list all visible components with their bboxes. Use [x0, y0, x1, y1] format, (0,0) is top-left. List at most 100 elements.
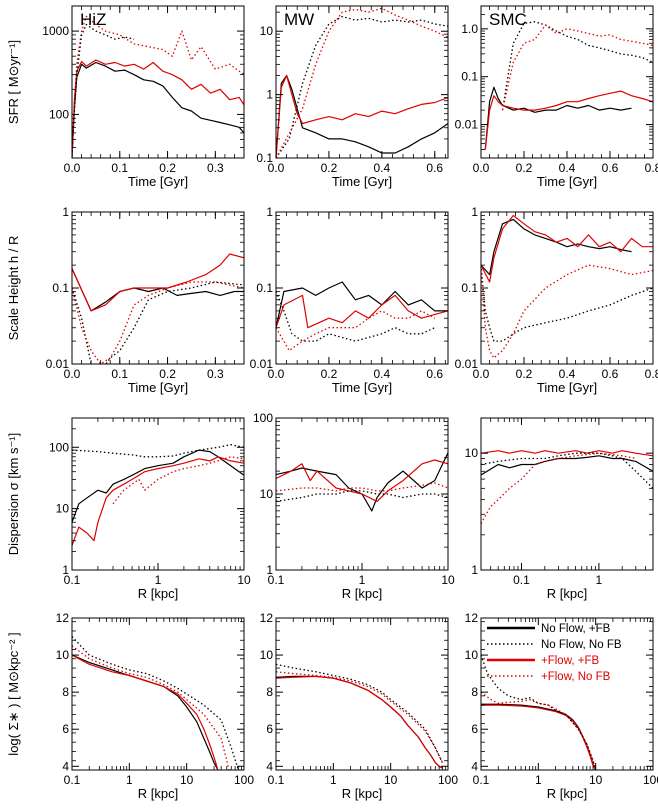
panel-height-smc: 0.0 0.2 0.4 0.6 0.8 0.01 0.1 1 Time [Gyr]	[455, 205, 658, 395]
y-tick-label: 0.01	[46, 357, 70, 371]
y-axis-label: Dispersion σ [km s⁻¹]	[6, 433, 21, 556]
series-group	[72, 253, 244, 364]
x-tick-label: 10	[237, 573, 251, 587]
series-line-red-solid	[276, 675, 443, 769]
series-group	[481, 214, 653, 359]
x-axis-label: R [kpc]	[547, 786, 587, 801]
series-line-black-dotted	[72, 23, 135, 148]
y-tick-label: 1	[471, 205, 478, 219]
x-tick-label: 0.1	[64, 573, 81, 587]
x-tick-label: 10	[441, 573, 455, 587]
y-tick-label: 6	[471, 722, 478, 736]
x-tick-label: 1	[126, 773, 133, 787]
series-line-black-dotted	[481, 452, 653, 489]
legend-entry: +Flow, No FB	[541, 671, 611, 683]
x-tick-label: 0.6	[426, 161, 443, 175]
panel-sfr-mw: 0.0 0.2 0.4 0.6 0.1 1 10 Time [Gyr] MW	[256, 5, 449, 189]
x-tick-label: 0.2	[159, 367, 176, 381]
y-tick-label: 12	[260, 611, 274, 625]
panel-surface-smc: 0.1 1 10 100 4 6 8 10 12 R [kpc]	[465, 611, 658, 801]
panel-surface-hiz: 0.1 1 10 100 4 6 8 10 12 R [kpc] log( Σ∗ ) [ M⊙kpc…	[6, 611, 254, 801]
y-tick-label: 100	[49, 440, 69, 454]
x-axis-label: Time [Gyr]	[128, 380, 188, 395]
y-tick-label: 6	[62, 722, 69, 736]
x-axis-label: Time [Gyr]	[332, 380, 392, 395]
series-line-black-solid	[276, 281, 448, 328]
series-group	[481, 654, 597, 770]
y-tick-label: 1	[62, 205, 69, 219]
x-tick-label: 0.1	[513, 573, 530, 587]
y-tick-label: 10	[260, 487, 274, 501]
series-group	[72, 15, 244, 158]
series-line-black-solid	[72, 449, 244, 523]
panel-dispersion-smc: 0.1 1 1 10 R [kpc]	[465, 417, 654, 601]
series-line-black-solid	[481, 218, 632, 276]
x-tick-label: 100	[643, 773, 658, 787]
y-tick-label: 0.01	[455, 118, 479, 132]
y-axis-label: SFR [ M⊙yr⁻¹]	[6, 40, 21, 124]
x-axis-label: R [kpc]	[138, 586, 178, 601]
series-group	[481, 450, 653, 524]
series-line-black-dotted	[276, 15, 448, 158]
series-group	[276, 663, 443, 769]
x-tick-label: 0.4	[374, 161, 391, 175]
series-line-black-solid	[72, 61, 244, 158]
x-tick-label: 0.0	[64, 161, 81, 175]
x-tick-label: 0.6	[426, 367, 443, 381]
x-axis-label: R [kpc]	[138, 786, 178, 801]
series-line-red-solid	[481, 450, 653, 457]
x-tick-label: 0.8	[645, 367, 658, 381]
x-axis-label: Time [Gyr]	[537, 174, 597, 189]
legend-entry: +Flow, +FB	[541, 655, 599, 667]
x-tick-label: 0.3	[207, 367, 224, 381]
y-tick-label: 12	[56, 611, 70, 625]
x-axis-label: Time [Gyr]	[537, 380, 597, 395]
y-tick-label: 4	[266, 759, 273, 773]
x-tick-label: 0.2	[321, 161, 338, 175]
y-axis-label: log( Σ∗ ) [ M⊙kpc⁻² ]	[6, 632, 21, 755]
series-line-red-solid	[481, 214, 653, 283]
x-tick-label: 0.6	[602, 161, 619, 175]
series-line-black-solid	[484, 86, 632, 150]
series-group	[276, 452, 448, 512]
series-line-black-solid	[72, 268, 244, 312]
x-tick-label: 0.3	[207, 161, 224, 175]
series-line-black-solid	[276, 452, 448, 512]
series-line-red-dotted	[112, 456, 244, 505]
x-tick-label: 0.2	[516, 367, 533, 381]
x-axis-label: R [kpc]	[547, 586, 587, 601]
series-line-red-dotted	[72, 645, 230, 770]
series-line-black-dotted	[276, 663, 443, 763]
series-line-red-dotted	[501, 24, 653, 111]
y-tick-label: 10	[465, 446, 479, 460]
y-tick-label: 10	[56, 502, 70, 516]
series-line-red-dotted	[276, 482, 448, 492]
y-tick-label: 8	[471, 685, 478, 699]
series-line-black-dotted	[72, 636, 240, 770]
x-axis-label: R [kpc]	[342, 586, 382, 601]
panel-height-mw: 0.0 0.2 0.4 0.6 0.01 0.1 1 Time [Gyr]	[250, 205, 449, 395]
x-axis-label: Time [Gyr]	[128, 174, 188, 189]
y-tick-label: 1	[471, 563, 478, 577]
series-line-red-solid	[276, 74, 448, 158]
x-tick-label: 0.4	[559, 367, 576, 381]
x-tick-label: 0.2	[516, 161, 533, 175]
y-tick-label: 100	[253, 411, 273, 425]
x-tick-label: 10	[180, 773, 194, 787]
y-tick-label: 100	[49, 107, 69, 121]
y-tick-label: 12	[465, 611, 479, 625]
plot-frame	[480, 617, 654, 771]
panel-title: SMC	[489, 10, 527, 29]
series-line-black-solid	[276, 74, 448, 158]
y-tick-label: 1.0	[461, 22, 478, 36]
series-line-black-solid	[481, 703, 597, 770]
y-tick-label: 4	[471, 759, 478, 773]
y-tick-label: 1	[62, 563, 69, 577]
x-tick-label: 0.6	[602, 367, 619, 381]
x-tick-label: 100	[234, 773, 254, 787]
y-tick-label: 0.1	[256, 281, 273, 295]
x-tick-label: 1	[535, 773, 542, 787]
series-line-red-solid	[72, 654, 219, 770]
